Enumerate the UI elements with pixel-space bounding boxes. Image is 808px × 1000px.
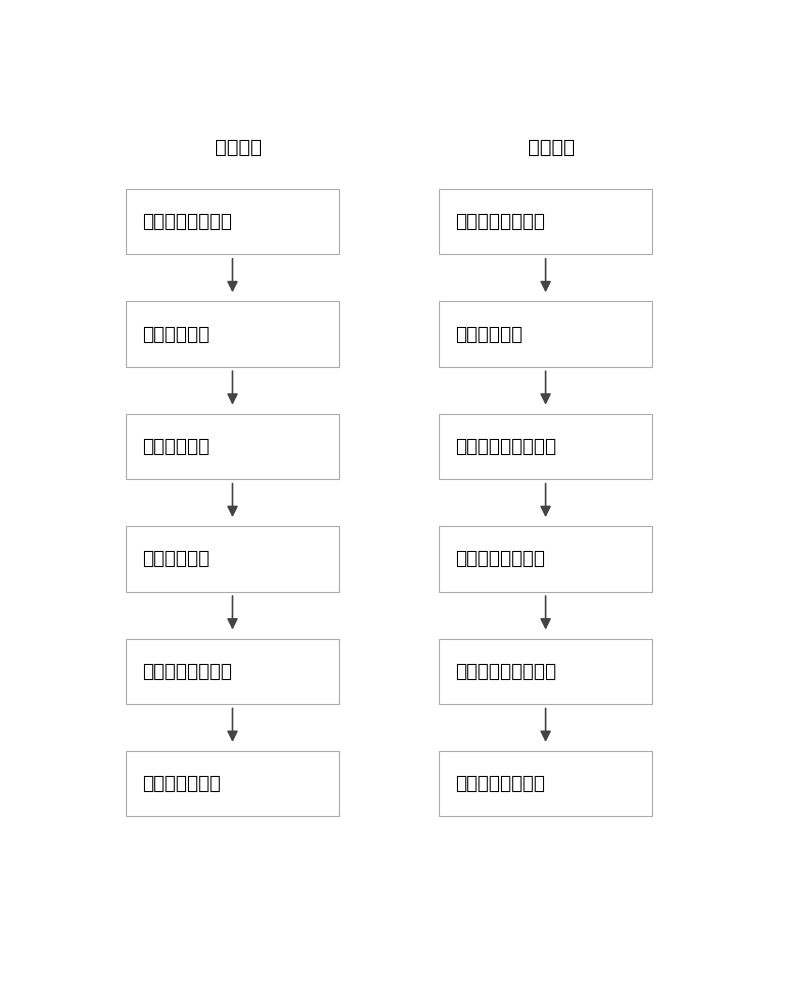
Text: 故障特征提取: 故障特征提取 xyxy=(141,437,209,456)
Text: 计算模式距离阈值: 计算模式距离阈值 xyxy=(141,662,232,681)
Text: 模式距离转成相似度: 模式距离转成相似度 xyxy=(455,662,556,681)
Text: 异常特征提取与转化: 异常特征提取与转化 xyxy=(455,437,556,456)
Text: 训练阶段: 训练阶段 xyxy=(215,137,263,156)
Bar xyxy=(126,189,339,254)
Text: 输出最终诊断结果: 输出最终诊断结果 xyxy=(455,774,545,793)
Bar xyxy=(440,526,652,592)
Text: 获取故障样本信息: 获取故障样本信息 xyxy=(141,212,232,231)
Text: 分段线性拟合: 分段线性拟合 xyxy=(141,325,209,344)
Bar xyxy=(440,751,652,816)
Bar xyxy=(440,639,652,704)
Bar xyxy=(126,751,339,816)
Bar xyxy=(126,414,339,479)
Bar xyxy=(126,301,339,367)
Text: 故障特征转化: 故障特征转化 xyxy=(141,549,209,568)
Bar xyxy=(440,189,652,254)
Bar xyxy=(440,301,652,367)
Text: 获取异常样本信息: 获取异常样本信息 xyxy=(455,212,545,231)
Text: 计算全部模式距离: 计算全部模式距离 xyxy=(455,549,545,568)
Bar xyxy=(126,526,339,592)
Text: 分段线性拟合: 分段线性拟合 xyxy=(455,325,522,344)
Text: 运行阶段: 运行阶段 xyxy=(528,137,575,156)
Bar xyxy=(440,414,652,479)
Bar xyxy=(126,639,339,704)
Text: 生成故障知识库: 生成故障知识库 xyxy=(141,774,221,793)
